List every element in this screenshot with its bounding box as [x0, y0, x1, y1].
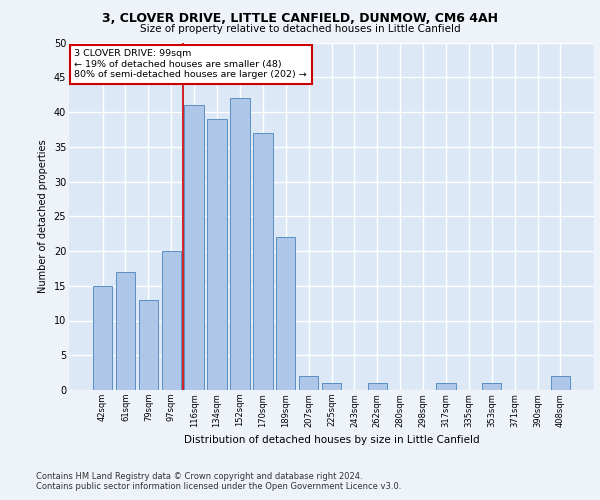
Bar — [482, 383, 502, 390]
Bar — [253, 133, 272, 390]
Text: 3, CLOVER DRIVE, LITTLE CANFIELD, DUNMOW, CM6 4AH: 3, CLOVER DRIVE, LITTLE CANFIELD, DUNMOW… — [102, 12, 498, 24]
Bar — [368, 383, 387, 390]
Text: Contains HM Land Registry data © Crown copyright and database right 2024.: Contains HM Land Registry data © Crown c… — [36, 472, 362, 481]
Bar — [184, 105, 204, 390]
Bar — [208, 119, 227, 390]
Bar — [436, 383, 455, 390]
Bar — [276, 237, 295, 390]
X-axis label: Distribution of detached houses by size in Little Canfield: Distribution of detached houses by size … — [184, 435, 479, 445]
Bar — [299, 376, 319, 390]
Text: 3 CLOVER DRIVE: 99sqm
← 19% of detached houses are smaller (48)
80% of semi-deta: 3 CLOVER DRIVE: 99sqm ← 19% of detached … — [74, 50, 307, 80]
Bar — [322, 383, 341, 390]
Bar — [139, 300, 158, 390]
Text: Contains public sector information licensed under the Open Government Licence v3: Contains public sector information licen… — [36, 482, 401, 491]
Text: Size of property relative to detached houses in Little Canfield: Size of property relative to detached ho… — [140, 24, 460, 34]
Bar — [93, 286, 112, 390]
Bar — [161, 251, 181, 390]
Y-axis label: Number of detached properties: Number of detached properties — [38, 140, 48, 293]
Bar — [230, 98, 250, 390]
Bar — [116, 272, 135, 390]
Bar — [551, 376, 570, 390]
